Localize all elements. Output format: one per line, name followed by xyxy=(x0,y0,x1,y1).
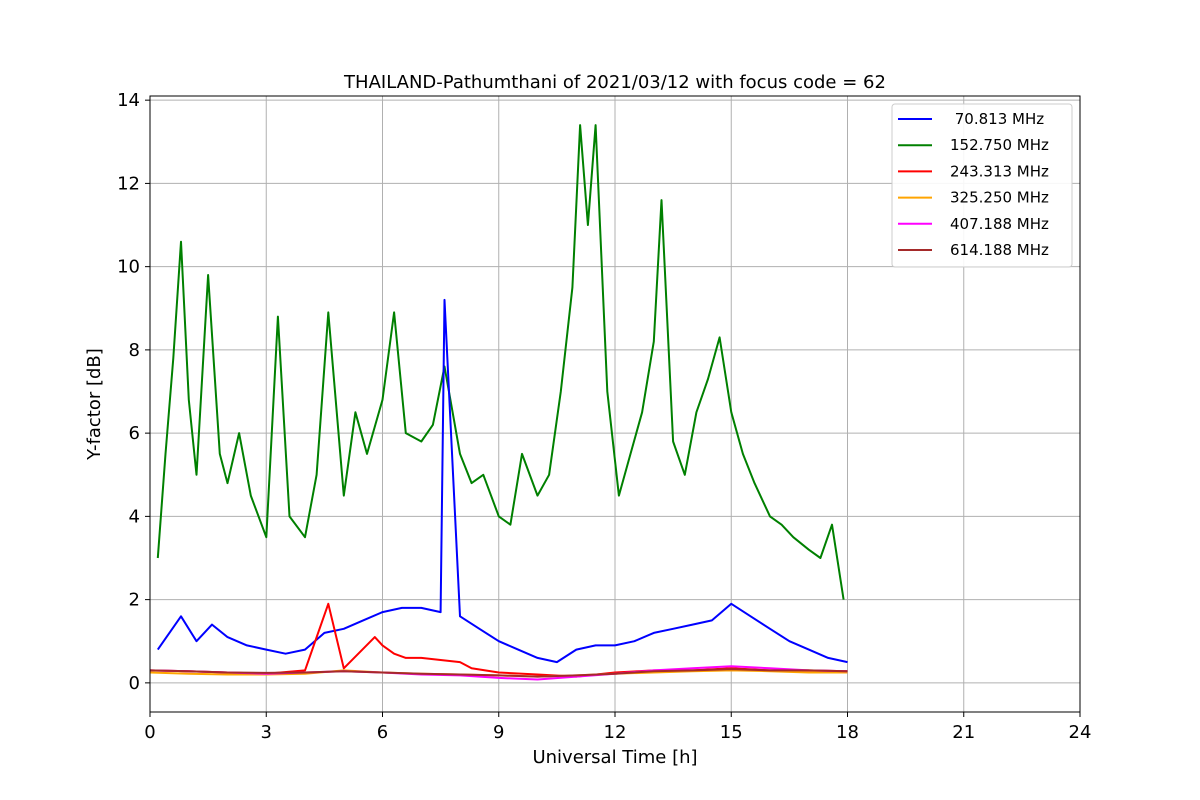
y-tick-label: 0 xyxy=(129,673,140,694)
x-axis-label: Universal Time [h] xyxy=(532,747,697,768)
y-tick-label: 14 xyxy=(117,90,140,111)
legend-entry-label: 325.250 MHz xyxy=(950,189,1049,207)
x-tick-label: 24 xyxy=(1069,722,1092,743)
y-tick-label: 2 xyxy=(129,590,140,611)
x-tick-label: 9 xyxy=(493,722,504,743)
legend-entry-label: 70.813 MHz xyxy=(950,110,1044,128)
x-tick-label: 18 xyxy=(836,722,859,743)
y-tick-label: 8 xyxy=(129,340,140,361)
legend-box xyxy=(891,103,1073,268)
series-line-5 xyxy=(149,668,848,678)
y-axis: 0 2 4 6 8 10 12 14 xyxy=(117,90,150,694)
y-tick-label: 10 xyxy=(117,257,140,278)
y-axis-label: Y-factor [dB] xyxy=(84,348,105,461)
series-line-0 xyxy=(156,298,848,664)
chart-title: THAILAND-Pathumthani of 2021/03/12 with … xyxy=(343,72,886,93)
y-tick-label: 4 xyxy=(129,506,140,527)
x-tick-label: 15 xyxy=(720,722,743,743)
x-tick-label: 21 xyxy=(952,722,975,743)
y-tick-label: 12 xyxy=(117,173,140,194)
legend-entry-label: 407.188 MHz xyxy=(950,215,1049,233)
x-tick-label: 12 xyxy=(604,722,627,743)
x-axis: 0 3 6 9 12 15 18 21 24 xyxy=(144,712,1091,743)
legend-entry-label: 243.313 MHz xyxy=(950,162,1049,180)
legend-entry-label: 614.188 MHz xyxy=(950,241,1049,259)
legend: 70.813 MHz 152.750 MHz 243.313 MHz 325.250 … xyxy=(891,103,1073,268)
y-tick-label: 6 xyxy=(129,423,140,444)
series-layer xyxy=(149,124,848,681)
x-tick-label: 0 xyxy=(144,722,155,743)
x-tick-label: 6 xyxy=(377,722,388,743)
legend-entry-label: 152.750 MHz xyxy=(950,136,1049,154)
series-line-1 xyxy=(156,124,845,600)
x-tick-label: 3 xyxy=(261,722,272,743)
